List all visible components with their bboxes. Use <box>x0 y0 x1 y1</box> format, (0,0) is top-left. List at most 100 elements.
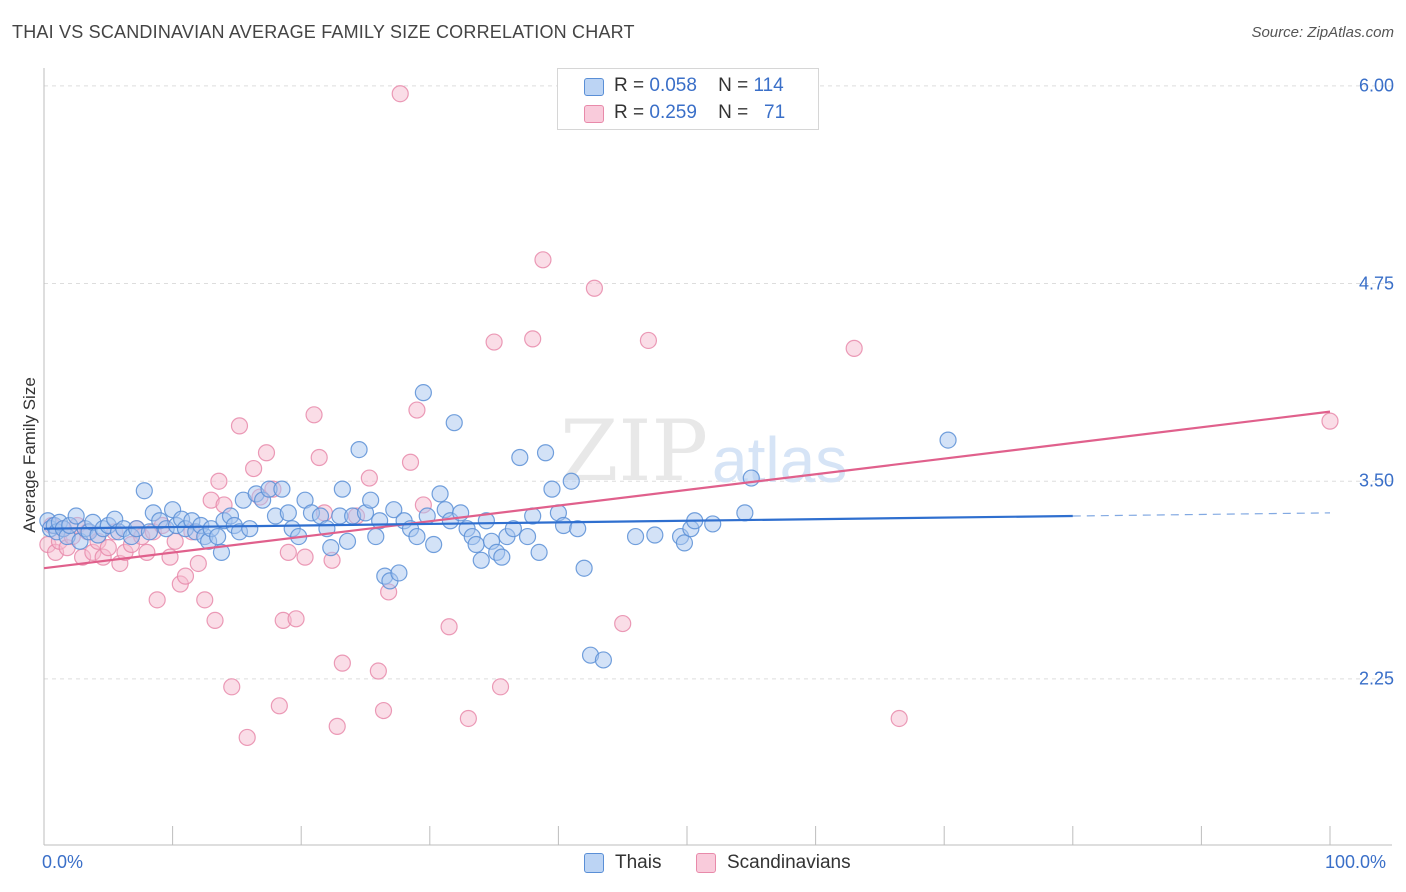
thais-point <box>504 520 522 538</box>
thais-point <box>626 527 645 546</box>
scandinavians-point <box>369 662 387 680</box>
thais-point <box>408 527 426 546</box>
scandinavians-point <box>614 614 632 633</box>
scandinavians-point <box>287 610 305 628</box>
thais-point <box>322 539 340 557</box>
legend-swatch-scandinavians <box>696 853 716 873</box>
thais-point <box>511 448 529 467</box>
scandinavians-point <box>360 469 378 487</box>
y-axis-label: Average Family Size <box>20 377 39 533</box>
legend-swatch-thais <box>584 853 604 873</box>
thais-point <box>518 527 537 546</box>
thais-point <box>445 414 463 432</box>
thais-point <box>939 431 957 449</box>
scandinavians-point <box>138 543 156 561</box>
thais-point <box>477 512 495 530</box>
scandinavians-point <box>257 444 276 462</box>
thais-point <box>569 520 587 538</box>
thais-point <box>338 532 357 550</box>
scandinavians-point <box>189 554 207 573</box>
scandinavians-point <box>206 611 224 630</box>
scandinavians-point <box>279 543 297 561</box>
scandinavians-point <box>401 453 420 471</box>
thais-swatch <box>584 78 604 96</box>
thais-point <box>472 551 490 569</box>
scandinavians-point <box>890 709 908 728</box>
scandinavians-point <box>148 591 166 609</box>
source-label: Source: ZipAtlas.com <box>1251 24 1394 41</box>
scandinavians-point <box>485 333 503 351</box>
stats-text-thais: R = 0.058 N = 114 <box>614 75 784 96</box>
scandinavians-point <box>99 539 117 557</box>
scandinavians-point <box>230 417 249 435</box>
scandinavians-swatch <box>584 105 604 123</box>
thais-point <box>67 507 85 525</box>
thais-point <box>385 501 403 519</box>
thais-point <box>575 559 593 577</box>
thais-point <box>209 527 227 546</box>
x-tick-label-max: 100.0% <box>1325 852 1387 872</box>
thais-point <box>675 534 694 552</box>
scandinavians-point <box>245 459 263 478</box>
thais-point <box>562 472 580 490</box>
legend-label-thais: Thais <box>615 852 662 873</box>
y-tick-label: 6.00 <box>1358 75 1394 96</box>
thais-point <box>279 504 297 522</box>
scandinavians-point <box>391 85 409 103</box>
thais-point <box>135 482 153 500</box>
legend-label-scandinavians: Scandinavians <box>727 852 851 873</box>
trend-lines <box>43 410 1331 570</box>
scandinavians-point <box>328 717 346 735</box>
thais-point <box>390 564 408 582</box>
scandinavians-point <box>210 472 228 490</box>
thais-point <box>273 480 291 498</box>
thais-point <box>431 485 449 503</box>
scandinavians-point <box>176 567 195 585</box>
scandinavians-point <box>1321 412 1339 430</box>
watermark: ZIP atlas <box>560 402 847 500</box>
grid-lines <box>44 85 1392 680</box>
thais-trend-line <box>43 514 1073 530</box>
thais-point <box>646 526 664 544</box>
chart-title: THAI VS SCANDINAVIAN AVERAGE FAMILY SIZE… <box>12 22 635 42</box>
thais-point <box>212 543 231 561</box>
stats-legend: R = 0.058 N = 114 R = 0.259 N = 71 <box>557 68 819 130</box>
thais-point <box>467 535 485 554</box>
thais-point <box>736 504 754 522</box>
y-tick-label: 3.50 <box>1358 470 1394 491</box>
scandinavians-point <box>459 709 477 728</box>
scandinavians-point <box>585 279 604 297</box>
thais-point <box>414 384 432 402</box>
thais-point <box>554 516 573 535</box>
scandinavians-point <box>845 339 863 357</box>
y-tick-label: 4.75 <box>1358 273 1394 294</box>
watermark-zip: ZIP <box>560 402 708 500</box>
thais-point <box>530 543 548 561</box>
scandinavians-point <box>374 701 393 720</box>
scandinavians-point <box>238 728 256 747</box>
scandinavians-point <box>491 678 510 696</box>
thais-point <box>536 444 555 462</box>
thais-point <box>425 535 443 554</box>
scandinavians-point <box>639 331 658 350</box>
thais-point <box>367 527 385 546</box>
thais-point <box>704 515 722 533</box>
thais-point <box>362 491 380 509</box>
thais-point <box>543 480 561 498</box>
scandinavians-point <box>408 401 426 419</box>
axes <box>43 68 1392 846</box>
thais-point <box>493 548 511 566</box>
thais-point <box>241 520 259 538</box>
scandinavians-point <box>333 654 351 672</box>
x-tick-label-min: 0.0% <box>42 852 84 872</box>
scandinavians-point <box>223 678 241 696</box>
scandinavians-trend-line <box>43 410 1331 570</box>
thais-point <box>333 480 351 498</box>
y-tick-label: 2.25 <box>1358 668 1394 689</box>
thais-point <box>350 440 368 459</box>
thais-trend-extension <box>1072 512 1331 517</box>
scandinavians-point <box>524 330 542 348</box>
scandinavians-point <box>296 548 314 566</box>
stats-text-scandinavians: R = 0.259 N = 71 <box>614 102 786 123</box>
